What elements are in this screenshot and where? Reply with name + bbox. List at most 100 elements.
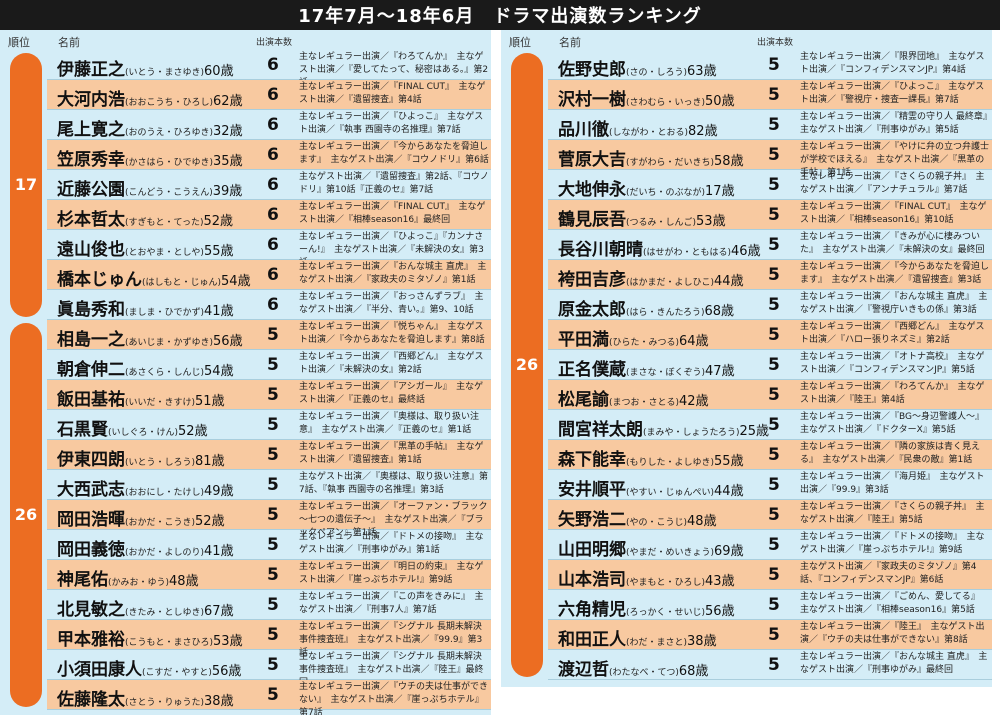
actor-age: 41歳 bbox=[204, 544, 234, 559]
actor-reading: (こうもと・まさひろ) bbox=[125, 638, 214, 648]
actor-reading: (はせがわ・ともはる) bbox=[643, 248, 732, 258]
main-works: 主なレギュラー出演／『ドトメの接吻』 主なゲスト出演／『崖っぷちホテル!』第9話 bbox=[800, 532, 985, 555]
main-works: 主なレギュラー出演／『西郷どん』 主なゲスト出演／『未解決の女』第2話 bbox=[299, 352, 484, 375]
table-row: 杉本哲太(すぎもと・てった)52歳 6 主なレギュラー出演／『FINAL CUT』 … bbox=[47, 200, 491, 230]
main-works: 主なレギュラー出演／『限界団地』 主なゲスト出演／『コンフィデンスマンJP』第4… bbox=[800, 52, 985, 75]
actor-name: 石黒賢 bbox=[57, 420, 108, 440]
table-row: 山本浩司(やまもと・ひろし)43歳 5 主なゲスト出演／『家政夫のミタゾノ』第4話、… bbox=[548, 560, 992, 590]
actor-name: 北見敏之 bbox=[57, 600, 125, 620]
actor-cell: 森下能幸(もりした・よしゆき)55歳 bbox=[558, 445, 744, 470]
actor-name: 六角精児 bbox=[558, 600, 626, 620]
actor-name: 大西武志 bbox=[57, 480, 125, 500]
appearance-count: 5 bbox=[768, 355, 780, 375]
appearance-count: 5 bbox=[768, 445, 780, 465]
appearance-count: 5 bbox=[267, 685, 279, 705]
actor-cell: 佐野史郎(さの・しろう)63歳 bbox=[558, 55, 717, 80]
main-works: 主なレギュラー出演／『おんな城主 直虎』 主なゲスト出演／『刑事ゆがみ』最終回 bbox=[800, 652, 988, 675]
main-works: 主なレギュラー出演／『FINAL CUT』 主なゲスト出演／『相棒season1… bbox=[299, 202, 486, 225]
table-row: 間宮祥太朗(まみや・しょうたろう)25歳 5 主なレギュラー出演／『BG～身辺警護人… bbox=[548, 410, 992, 440]
actor-reading: (ましま・ひでかず) bbox=[125, 308, 205, 318]
main-works: 主なレギュラー出演／『ひよっこ』 主なゲスト出演／『警視庁・捜査一課長』第7話 bbox=[800, 82, 985, 105]
main-works: 主なゲスト出演／『遺留捜査』第2話、『コウノドリ』第10話『正義のセ』第7話 bbox=[299, 172, 489, 195]
actor-name: 品川徹 bbox=[558, 120, 609, 140]
main-works: 主なレギュラー出演／『おんな城主 直虎』 主なゲスト出演／『警視庁いきもの係』第… bbox=[800, 292, 988, 315]
table-row: 眞島秀和(ましま・ひでかず)41歳 6 主なレギュラー出演／『おっさんずラブ』 主な… bbox=[47, 290, 491, 320]
actor-cell: 遠山俊也(とおやま・としや)55歳 bbox=[57, 235, 233, 260]
actor-cell: 橋本じゅん(はしもと・じゅん)54歳 bbox=[57, 265, 251, 290]
table-row: 鶴見辰吾(つるみ・しんご)53歳 5 主なレギュラー出演／『FINAL CUT』 主… bbox=[548, 200, 992, 230]
actor-age: 48歳 bbox=[687, 514, 717, 529]
table-row: 森下能幸(もりした・よしゆき)55歳 5 主なレギュラー出演／『隣の家族は青く見える… bbox=[548, 440, 992, 470]
table-row: 伊東四朗(いとう・しろう)81歳 5 主なレギュラー出演／『黒革の手帖』 主なゲスト… bbox=[47, 440, 491, 470]
actor-name: 和田正人 bbox=[558, 630, 626, 650]
actor-reading: (ろっかく・せいじ) bbox=[626, 608, 706, 618]
actor-age: 69歳 bbox=[714, 544, 744, 559]
appearance-count: 5 bbox=[768, 55, 780, 75]
appearance-count: 5 bbox=[768, 175, 780, 195]
actor-name: 相島一之 bbox=[57, 330, 125, 350]
actor-reading: (すがわら・だいきち) bbox=[626, 158, 715, 168]
actor-age: 52歳 bbox=[195, 514, 225, 529]
actor-name: 原金太郎 bbox=[558, 300, 626, 320]
actor-cell: 小須田康人(こすだ・やすと)56歳 bbox=[57, 655, 241, 680]
actor-name: 眞島秀和 bbox=[57, 300, 125, 320]
actor-reading: (おおにし・たけし) bbox=[125, 488, 205, 498]
main-works: 主なレギュラー出演／『ウチの夫は仕事ができない』 主なゲスト出演／『崖っぷちホテ… bbox=[299, 682, 489, 715]
actor-reading: (やまもと・ひろし) bbox=[626, 578, 706, 588]
table-row: 岡田義徳(おかだ・よしのり)41歳 5 主なレギュラー出演／『ドトメの接吻』 主なゲ… bbox=[47, 530, 491, 560]
actor-name: 山本浩司 bbox=[558, 570, 626, 590]
actor-reading: (とおやま・としや) bbox=[125, 248, 204, 258]
main-works: 主なレギュラー出演／『やけに弁の立つ弁護士が学校でほえる』 主なゲスト出演／『黒… bbox=[800, 142, 990, 178]
appearance-count: 6 bbox=[267, 235, 279, 255]
actor-name: 大地伸永 bbox=[558, 180, 626, 200]
actor-cell: 大河内浩(おおこうち・ひろし)62歳 bbox=[57, 85, 243, 110]
column-header: 順位 名前 出演本数 bbox=[0, 30, 491, 50]
appearance-count: 6 bbox=[267, 265, 279, 285]
actor-reading: (まさな・ぼくぞう) bbox=[626, 368, 706, 378]
rank-header: 順位 bbox=[509, 36, 531, 49]
actor-reading: (やまだ・めいきょう) bbox=[626, 548, 715, 558]
main-works: 主なゲスト出演／『家政夫のミタゾノ』第4話、『コンフィデンスマンJP』第6話 bbox=[800, 562, 977, 585]
main-works: 主なレギュラー出演／『ひよっこ』 主なゲスト出演／『執事 西園寺の名推理』第7話 bbox=[299, 112, 484, 135]
appearance-count: 5 bbox=[267, 625, 279, 645]
actor-reading: (はら・きんたろう) bbox=[626, 308, 705, 318]
actor-reading: (かさはら・ひでゆき) bbox=[125, 158, 214, 168]
main-works: 主なレギュラー出演／『奥様は、取り扱い注意』 主なゲスト出演／『正義のセ』第1話 bbox=[299, 412, 480, 435]
actor-reading: (あさくら・しんじ) bbox=[125, 368, 205, 378]
actor-name: 間宮祥太朗 bbox=[558, 420, 643, 440]
appearance-count: 5 bbox=[267, 415, 279, 435]
main-works: 主なレギュラー出演／『FINAL CUT』 主なゲスト出演／『遺留捜査』第4話 bbox=[299, 82, 486, 105]
actor-cell: 大西武志(おおにし・たけし)49歳 bbox=[57, 475, 234, 500]
table-row: 平田満(ひらた・みつる)64歳 5 主なレギュラー出演／『西郷どん』 主なゲスト出演… bbox=[548, 320, 992, 350]
main-works: 主なレギュラー出演／『きみが心に棲みついた』 主なゲスト出演／『未解決の女』最終… bbox=[800, 232, 985, 255]
actor-cell: 岡田義徳(おかだ・よしのり)41歳 bbox=[57, 535, 234, 560]
actor-cell: 山田明郷(やまだ・めいきょう)69歳 bbox=[558, 535, 744, 560]
actor-name: 長谷川朝晴 bbox=[558, 240, 643, 260]
table-row: 長谷川朝晴(はせがわ・ともはる)46歳 5 主なレギュラー出演／『きみが心に棲みつい… bbox=[548, 230, 992, 260]
actor-reading: (いとう・まさゆき) bbox=[125, 68, 205, 78]
actor-reading: (おかだ・こうき) bbox=[125, 518, 196, 528]
actor-cell: 佐藤隆太(さとう・りゅうた)38歳 bbox=[57, 685, 234, 710]
table-row: 佐藤隆太(さとう・りゅうた)38歳 5 主なレギュラー出演／『ウチの夫は仕事ができな… bbox=[47, 680, 491, 715]
table-row: 正名僕蔵(まさな・ぼくぞう)47歳 5 主なレギュラー出演／『オトナ高校』 主なゲス… bbox=[548, 350, 992, 380]
actor-reading: (はしもと・じゅん) bbox=[142, 278, 222, 288]
main-works: 主なレギュラー出演／『オーファン・ブラック～七つの遺伝子～』 主なゲスト出演／『… bbox=[299, 502, 488, 538]
main-works: 主なレギュラー出演／『おんな城主 直虎』 主なゲスト出演／『家政夫のミタゾノ』第… bbox=[299, 262, 487, 285]
actor-cell: 相島一之(あいじま・かずゆき)56歳 bbox=[57, 325, 243, 350]
actor-age: 60歳 bbox=[204, 64, 234, 79]
actor-cell: 近藤公園(こんどう・こうえん)39歳 bbox=[57, 175, 242, 200]
actor-name: 笠原秀幸 bbox=[57, 150, 125, 170]
actor-reading: (さとう・りゅうた) bbox=[125, 698, 205, 708]
actor-cell: 長谷川朝晴(はせがわ・ともはる)46歳 bbox=[558, 235, 761, 260]
rank-header: 順位 bbox=[8, 36, 30, 49]
actor-age: 62歳 bbox=[213, 94, 243, 109]
actor-age: 32歳 bbox=[213, 124, 243, 139]
name-header: 名前 bbox=[559, 36, 581, 49]
actor-cell: 原金太郎(はら・きんたろう)68歳 bbox=[558, 295, 734, 320]
actor-cell: 平田満(ひらた・みつる)64歳 bbox=[558, 325, 709, 350]
main-works: 主なレギュラー出演／『さくらの親子丼』 主なゲスト出演／『陸王』第5話 bbox=[800, 502, 985, 525]
appearance-count: 5 bbox=[768, 85, 780, 105]
actor-name: 鶴見辰吾 bbox=[558, 210, 626, 230]
actor-reading: (ひらた・みつる) bbox=[609, 338, 680, 348]
table-row: 近藤公園(こんどう・こうえん)39歳 6 主なゲスト出演／『遺留捜査』第2話、『コウ… bbox=[47, 170, 491, 200]
